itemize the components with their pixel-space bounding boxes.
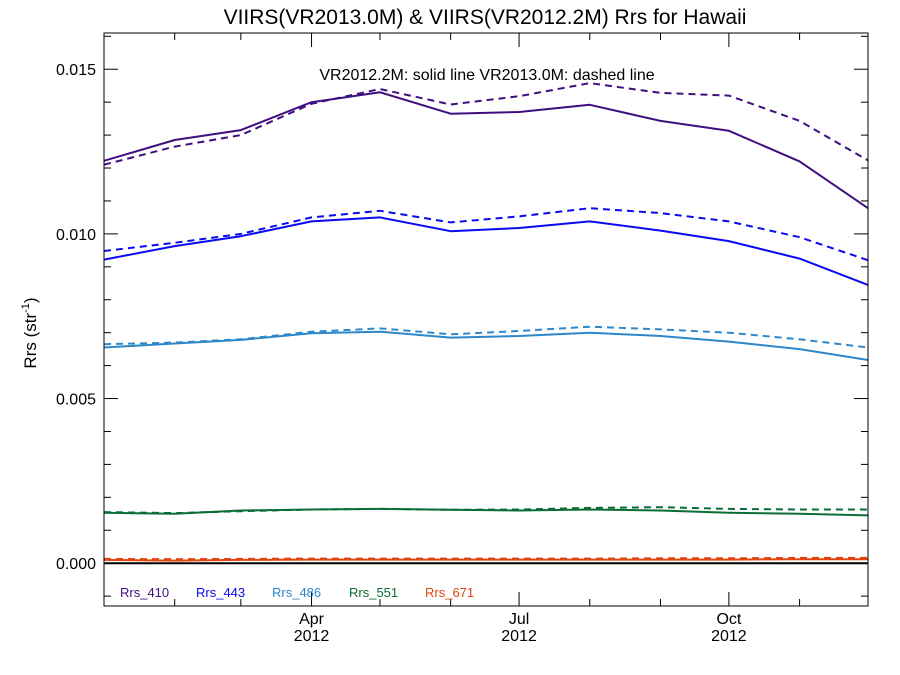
legend-entry-rrs-671: Rrs_671 [425, 585, 474, 600]
series-rrs-551-dashed-line [103, 506, 868, 515]
series-rrs-486-dashed-line [103, 325, 869, 349]
x-tick-label-year: 2012 [294, 628, 330, 645]
x-tick-label-month: Apr [299, 611, 325, 628]
line-style-annotation: VR2012.2M: solid line VR2013.0M: dashed … [319, 67, 654, 84]
series-rrs-443-solid-line [103, 216, 869, 286]
y-tick-label: 0.010 [56, 227, 96, 244]
series-rrs-671-solid-line [103, 558, 868, 562]
x-tick-label-month: Jul [509, 611, 529, 628]
plot-area: 0.0000.0050.0100.015Apr2012Jul2012Oct201… [56, 33, 869, 645]
y-axis-label-main: Rrs (str [21, 313, 40, 369]
plot-frame [103, 32, 869, 607]
series-rrs-443-dashed-line [103, 207, 869, 262]
legend-entry-rrs-551: Rrs_551 [349, 585, 398, 600]
legend-entry-rrs-410: Rrs_410 [120, 585, 169, 600]
y-tick-label: 0.005 [56, 392, 96, 409]
y-axis-label-close: ) [21, 297, 40, 303]
series-rrs-671-dashed-line [103, 556, 868, 561]
legend: Rrs_410 Rrs_443 Rrs_486 Rrs_551 Rrs_671 [120, 585, 474, 600]
y-axis-label-superscript: -1 [20, 303, 32, 313]
x-tick-label-year: 2012 [501, 628, 537, 645]
y-tick-label: 0.000 [56, 556, 96, 573]
legend-entry-rrs-486: Rrs_486 [272, 585, 321, 600]
y-axis-label: Rrs (str-1) [20, 297, 40, 368]
x-tick-label-month: Oct [716, 611, 741, 628]
y-tick-label: 0.015 [56, 62, 96, 79]
chart-title: VIIRS(VR2013.0M) & VIIRS(VR2012.2M) Rrs … [224, 6, 747, 29]
legend-entry-rrs-443: Rrs_443 [196, 585, 245, 600]
series-rrs-410-solid-line [103, 91, 869, 210]
series-rrs-410-dashed-line [103, 82, 869, 166]
x-tick-label-year: 2012 [711, 628, 747, 645]
